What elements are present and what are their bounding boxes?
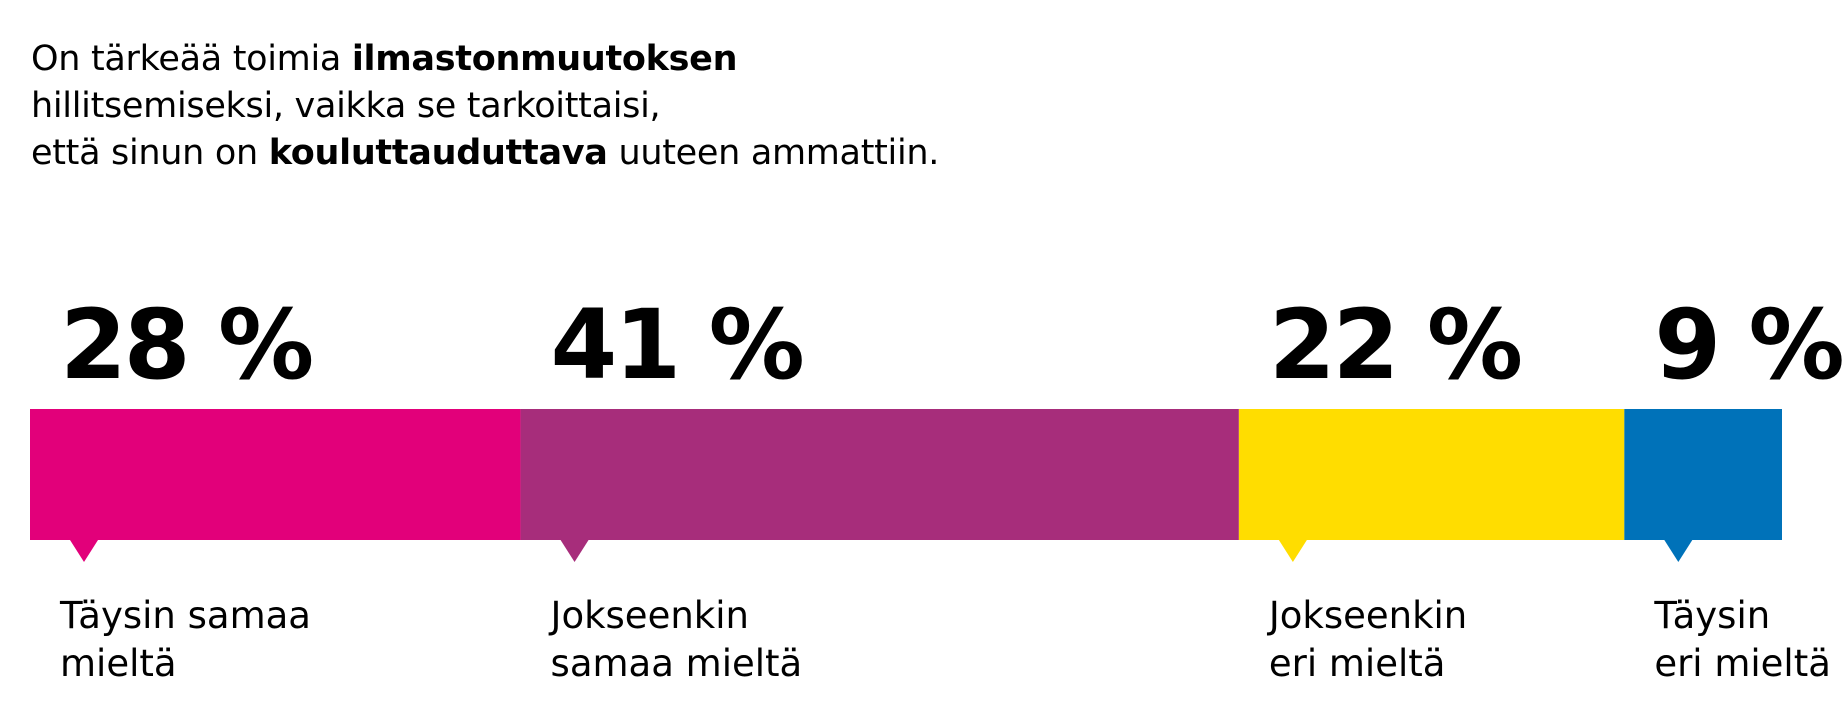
title-text: hillitsemiseksi, vaikka se tarkoittaisi,	[31, 86, 661, 126]
bar-segment	[1624, 409, 1782, 540]
chart-title: On tärkeää toimia ilmastonmuutoksen hill…	[31, 36, 1031, 177]
category-label: eri mieltä	[1269, 642, 1446, 685]
category-label: mieltä	[60, 642, 177, 685]
bar-pointer	[1278, 540, 1307, 562]
bar-segment	[520, 409, 1239, 540]
bar-pointer	[560, 540, 589, 562]
bar-pointer	[1664, 540, 1693, 562]
bar-pointer	[70, 540, 98, 562]
category-label: Jokseenkin	[1267, 594, 1467, 637]
bar-segment	[30, 409, 521, 540]
value-label: 41 %	[551, 289, 803, 401]
value-label: 22 %	[1269, 289, 1521, 401]
category-label: eri mieltä	[1654, 642, 1831, 685]
bar-segment	[1238, 409, 1625, 540]
title-text: uuteen ammattiin.	[607, 133, 940, 173]
title-emphasis-climate: ilmastonmuutoksen	[351, 39, 738, 79]
category-label: samaa mieltä	[551, 642, 803, 685]
title-emphasis-retrain: kouluttauduttava	[268, 133, 608, 173]
category-label: Täysin	[1653, 594, 1770, 637]
value-label: 28 %	[60, 289, 312, 401]
title-text: että sinun on	[31, 133, 269, 173]
title-text: On tärkeää toimia	[31, 39, 352, 79]
category-label: Jokseenkin	[549, 594, 749, 637]
category-label: Täysin samaa	[59, 594, 311, 637]
value-label: 9 %	[1654, 289, 1842, 401]
